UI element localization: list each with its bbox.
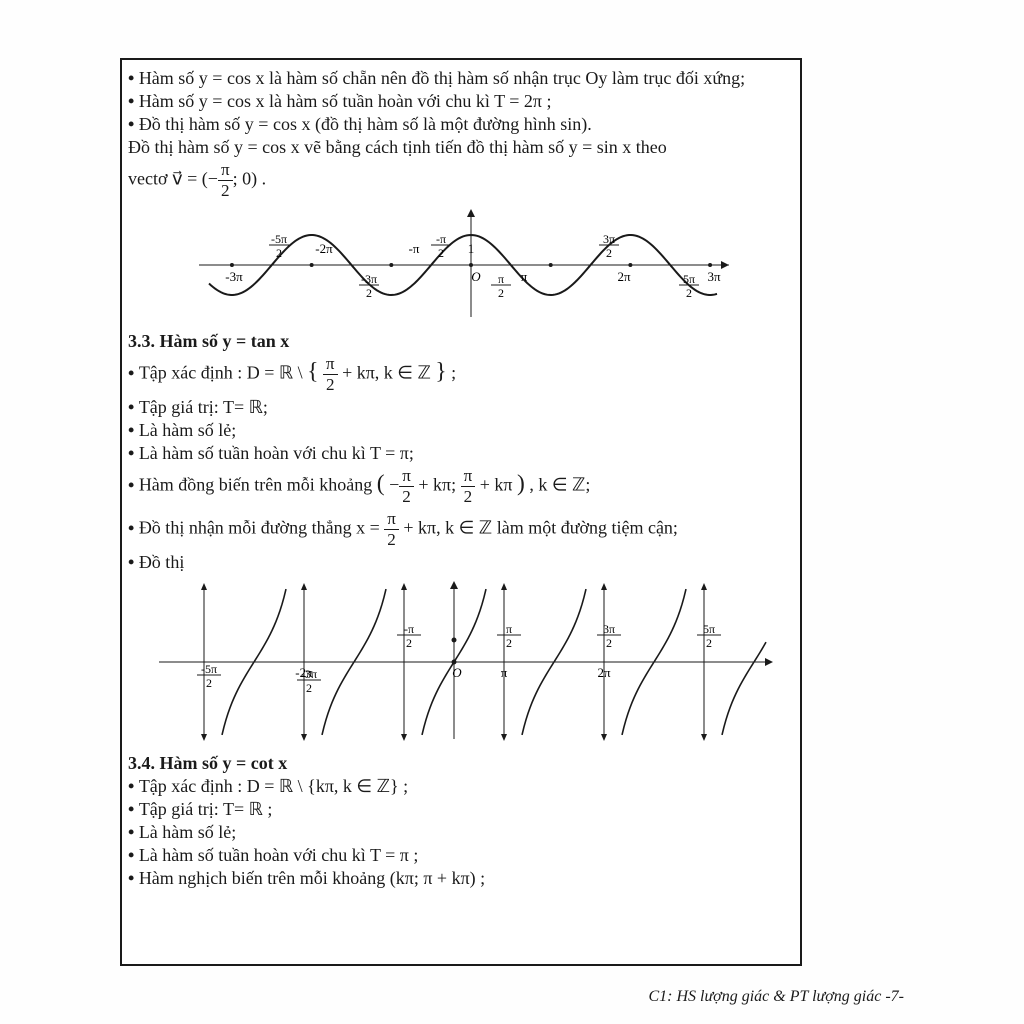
svg-text:3π: 3π bbox=[603, 622, 615, 636]
svg-text:5π: 5π bbox=[683, 272, 695, 286]
svg-text:2: 2 bbox=[498, 286, 504, 300]
svg-text:π: π bbox=[501, 665, 508, 680]
svg-text:-3π: -3π bbox=[301, 667, 317, 681]
svg-text:-5π: -5π bbox=[271, 232, 287, 246]
svg-text:2: 2 bbox=[438, 246, 444, 260]
intro-line-3: Đồ thị hàm số y = cos x (đồ thị hàm số l… bbox=[128, 114, 790, 135]
sec34-b5: Hàm nghịch biến trên mỗi khoảng (kπ; π +… bbox=[128, 868, 790, 889]
sec34-b1: Tập xác định : D = ℝ \ {kπ, k ∈ ℤ} ; bbox=[128, 776, 790, 797]
svg-text:2: 2 bbox=[506, 636, 512, 650]
sec33-b3: Là hàm số lẻ; bbox=[128, 420, 790, 441]
svg-text:2π: 2π bbox=[597, 665, 611, 680]
sec34-b3: Là hàm số lẻ; bbox=[128, 822, 790, 843]
section-3-4-title: 3.4. Hàm số y = cot x bbox=[128, 753, 790, 774]
svg-text:2: 2 bbox=[276, 246, 282, 260]
svg-text:-π: -π bbox=[409, 241, 420, 256]
svg-text:2: 2 bbox=[686, 286, 692, 300]
svg-text:O: O bbox=[452, 665, 462, 680]
svg-text:-5π: -5π bbox=[201, 662, 217, 676]
sec33-b7: Đồ thị bbox=[128, 552, 790, 573]
svg-text:π: π bbox=[506, 622, 512, 636]
svg-text:-3π: -3π bbox=[361, 272, 377, 286]
sec33-b1: Tập xác định : D = ℝ \ { π2 + kπ, k ∈ ℤ … bbox=[128, 354, 790, 395]
page-footer: C1: HS lượng giác & PT lượng giác -7- bbox=[648, 988, 904, 1006]
svg-text:2: 2 bbox=[306, 681, 312, 695]
sec33-b4: Là hàm số tuần hoàn với chu kì T = π; bbox=[128, 443, 790, 464]
sec33-b6: Đồ thị nhận mỗi đường thẳng x = π2 + kπ,… bbox=[128, 509, 790, 550]
intro-line-4a: Đồ thị hàm số y = cos x vẽ bằng cách tịn… bbox=[128, 137, 790, 158]
sec34-b2: Tập giá trị: T= ℝ ; bbox=[128, 799, 790, 820]
svg-text:π: π bbox=[498, 272, 504, 286]
svg-text:3π: 3π bbox=[707, 269, 721, 284]
svg-text:2: 2 bbox=[406, 636, 412, 650]
svg-text:2: 2 bbox=[606, 246, 612, 260]
svg-text:2: 2 bbox=[206, 676, 212, 690]
svg-text:-π: -π bbox=[404, 622, 414, 636]
intro-line-4b: vectơ v⃗ = (−π2; 0) . bbox=[128, 160, 790, 201]
tan-chart: -2ππ2πO-5π2-3π2-π2π23π25π2 bbox=[128, 577, 790, 747]
cos-chart: -5π2-2π-π-π213π2-3π-3π2Oπ2π2π5π23π bbox=[128, 205, 790, 325]
svg-text:π: π bbox=[521, 269, 528, 284]
sec34-b4: Là hàm số tuần hoàn với chu kì T = π ; bbox=[128, 845, 790, 866]
svg-text:1: 1 bbox=[468, 241, 475, 256]
svg-text:5π: 5π bbox=[703, 622, 715, 636]
svg-text:2π: 2π bbox=[617, 269, 631, 284]
svg-text:-π: -π bbox=[436, 232, 446, 246]
intro-line-2: Hàm số y = cos x là hàm số tuần hoàn với… bbox=[128, 91, 790, 112]
sec33-b5: Hàm đồng biến trên mỗi khoảng ( −π2 + kπ… bbox=[128, 466, 790, 507]
svg-text:-3π: -3π bbox=[225, 269, 243, 284]
page-frame: Hàm số y = cos x là hàm số chẵn nên đồ t… bbox=[120, 58, 802, 966]
svg-text:2: 2 bbox=[706, 636, 712, 650]
svg-text:-2π: -2π bbox=[315, 241, 333, 256]
section-3-3-title: 3.3. Hàm số y = tan x bbox=[128, 331, 790, 352]
svg-text:2: 2 bbox=[606, 636, 612, 650]
intro-line-1: Hàm số y = cos x là hàm số chẵn nên đồ t… bbox=[128, 68, 790, 89]
svg-text:2: 2 bbox=[366, 286, 372, 300]
svg-text:O: O bbox=[471, 269, 481, 284]
svg-text:3π: 3π bbox=[603, 232, 615, 246]
sec33-b2: Tập giá trị: T= ℝ; bbox=[128, 397, 790, 418]
